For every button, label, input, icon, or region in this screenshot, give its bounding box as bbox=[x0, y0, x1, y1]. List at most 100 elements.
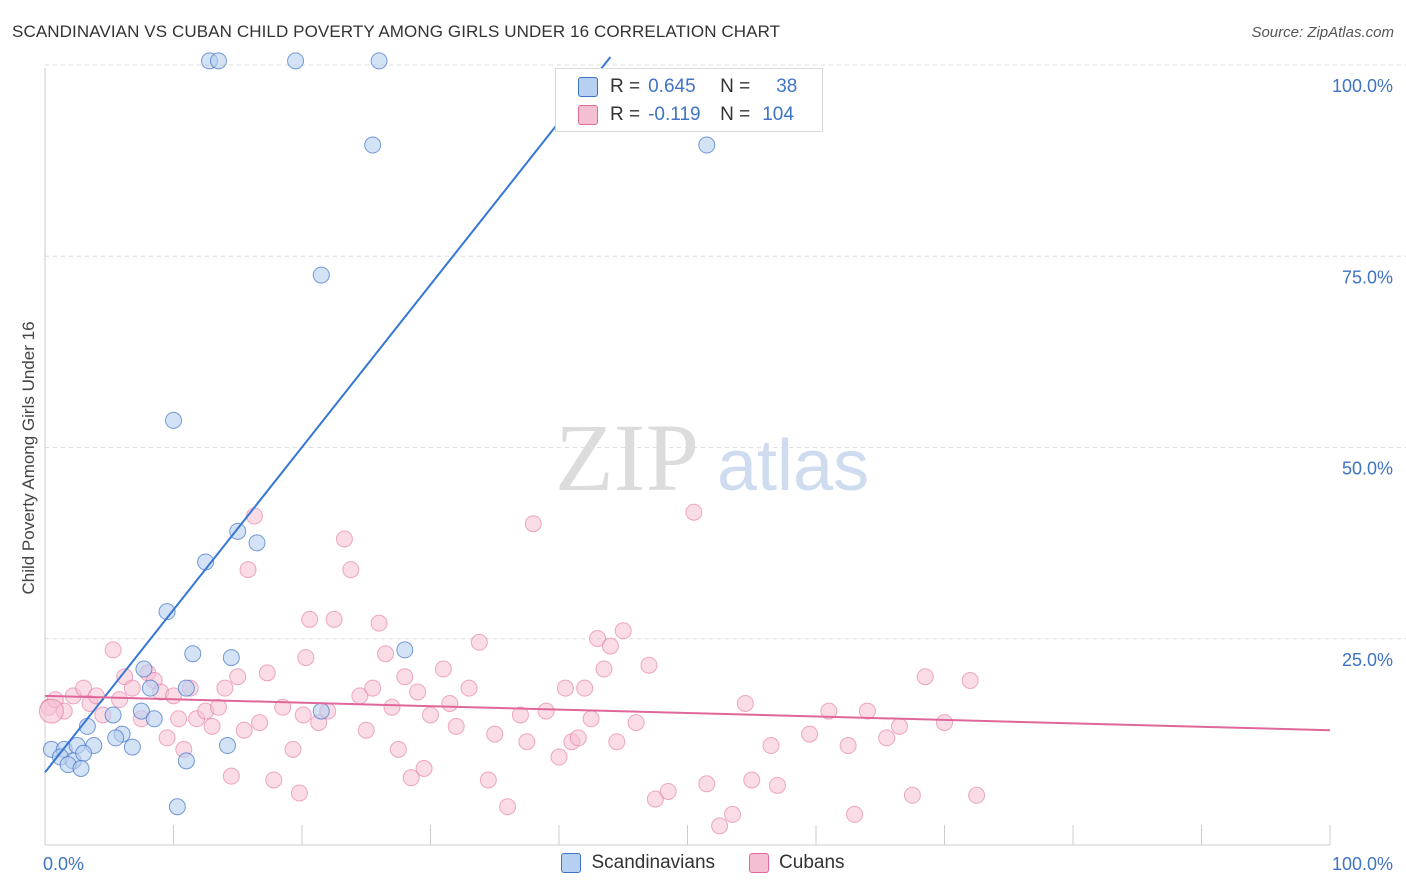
cubans-point bbox=[891, 717, 909, 735]
cubans-point bbox=[595, 660, 613, 678]
cubans-point bbox=[646, 790, 664, 808]
cubans-point bbox=[711, 817, 729, 835]
cubans-point bbox=[582, 710, 600, 728]
cubans-point bbox=[447, 717, 465, 735]
cubans-point bbox=[614, 622, 632, 640]
scandinavians-point bbox=[107, 729, 125, 747]
cubans-point bbox=[170, 710, 188, 728]
cubans-point bbox=[479, 771, 497, 789]
cubans-point bbox=[158, 729, 176, 747]
cubans-point bbox=[518, 733, 536, 751]
cubans-point bbox=[229, 668, 247, 686]
scandinavians-point bbox=[364, 136, 382, 154]
legend-item-cubans[interactable]: Cubans bbox=[749, 852, 845, 874]
legend-swatch-pink bbox=[749, 853, 770, 873]
scandinavians-point bbox=[104, 706, 122, 724]
chart-title: SCANDINAVIAN VS CUBAN CHILD POVERTY AMON… bbox=[12, 22, 781, 41]
cubans-point bbox=[801, 725, 819, 743]
x-tick-label: 0.0% bbox=[43, 854, 84, 874]
series-scandinavians bbox=[42, 52, 716, 816]
legend-item-scandinavians[interactable]: Scandinavians bbox=[561, 852, 715, 874]
cubans-point bbox=[968, 786, 986, 804]
cubans-point bbox=[460, 679, 478, 697]
cubans-trend-line bbox=[44, 694, 1331, 732]
cubans-point bbox=[550, 748, 568, 766]
trend-lines bbox=[44, 56, 1331, 773]
x-tick-labels: 0.0% 100.0% bbox=[43, 854, 1393, 874]
scandinavians-point bbox=[75, 744, 93, 762]
cubans-point bbox=[878, 729, 896, 747]
cubans-point bbox=[601, 637, 619, 655]
legend-r-label: R = bbox=[610, 104, 641, 125]
cubans-point bbox=[389, 740, 407, 758]
legend-swatch-pink bbox=[578, 105, 598, 125]
scandinavians-point bbox=[132, 702, 150, 720]
series-legend: Scandinavians Cubans bbox=[0, 852, 1406, 874]
series-cubans bbox=[38, 503, 986, 835]
cubans-point bbox=[265, 771, 283, 789]
scandinavians-point bbox=[177, 679, 195, 697]
legend-label-scandinavians: Scandinavians bbox=[591, 852, 716, 873]
legend-swatch-blue bbox=[578, 77, 598, 97]
scandinavians-point bbox=[135, 660, 153, 678]
cubans-point bbox=[608, 733, 626, 751]
source-label: Source: ZipAtlas.com bbox=[1251, 24, 1394, 41]
scandinavians-point bbox=[184, 645, 202, 663]
cubans-point bbox=[961, 672, 979, 690]
watermark-zip: ZIP bbox=[555, 404, 699, 511]
legend-swatch-blue bbox=[561, 853, 582, 873]
legend-r-value: -0.119 bbox=[648, 104, 701, 125]
scandinavians-point bbox=[370, 52, 388, 70]
cubans-point bbox=[325, 610, 343, 628]
cubans-point bbox=[203, 717, 221, 735]
cubans-point bbox=[104, 641, 122, 659]
cubans-point bbox=[441, 694, 459, 712]
cubans-point bbox=[858, 702, 876, 720]
cubans-point bbox=[245, 507, 263, 525]
legend-n-label: N = bbox=[720, 76, 751, 97]
scandinavians-point bbox=[229, 522, 247, 540]
cubans-point bbox=[222, 767, 240, 785]
cubans-point bbox=[123, 679, 141, 697]
scandinavians-point bbox=[312, 702, 330, 720]
scandinavians-point bbox=[123, 738, 141, 756]
cubans-point bbox=[434, 660, 452, 678]
legend-r-label: R = bbox=[610, 76, 641, 97]
cubans-point bbox=[409, 683, 427, 701]
cubans-point bbox=[537, 702, 555, 720]
x-tick-label: 100.0% bbox=[1332, 854, 1393, 874]
legend-row-scandinavians: R = 0.645 N = 38 bbox=[578, 73, 797, 101]
cubans-point bbox=[820, 702, 838, 720]
scandinavians-point bbox=[209, 52, 227, 70]
cubans-point bbox=[297, 649, 315, 667]
legend-n-label: N = bbox=[720, 104, 751, 125]
cubans-point bbox=[38, 698, 64, 724]
scandinavians-point bbox=[698, 136, 716, 154]
watermark: ZIP atlas bbox=[555, 404, 869, 511]
scandinavians-point bbox=[396, 641, 414, 659]
cubans-point bbox=[698, 775, 716, 793]
cubans-point bbox=[903, 786, 921, 804]
cubans-point bbox=[357, 721, 375, 739]
y-tick-label: 25.0% bbox=[1342, 650, 1393, 670]
cubans-point bbox=[846, 805, 864, 823]
cubans-point bbox=[569, 729, 587, 747]
cubans-point bbox=[499, 798, 517, 816]
scandinavians-point bbox=[287, 52, 305, 70]
cubans-point bbox=[640, 656, 658, 674]
cubans-point bbox=[743, 771, 761, 789]
watermark-atlas: atlas bbox=[717, 426, 869, 506]
cubans-point bbox=[239, 561, 257, 579]
cubans-point bbox=[422, 706, 439, 724]
cubans-point bbox=[370, 614, 388, 632]
cubans-point bbox=[470, 633, 488, 651]
scandinavians-point bbox=[158, 603, 176, 621]
cubans-point bbox=[294, 706, 312, 724]
cubans-point bbox=[335, 530, 353, 548]
legend-row-cubans: R = -0.119 N = 104 bbox=[578, 101, 794, 129]
cubans-point bbox=[251, 714, 269, 732]
scandinavians-point bbox=[72, 760, 90, 777]
scandinavians-point bbox=[177, 752, 195, 770]
y-tick-label: 75.0% bbox=[1342, 267, 1393, 287]
